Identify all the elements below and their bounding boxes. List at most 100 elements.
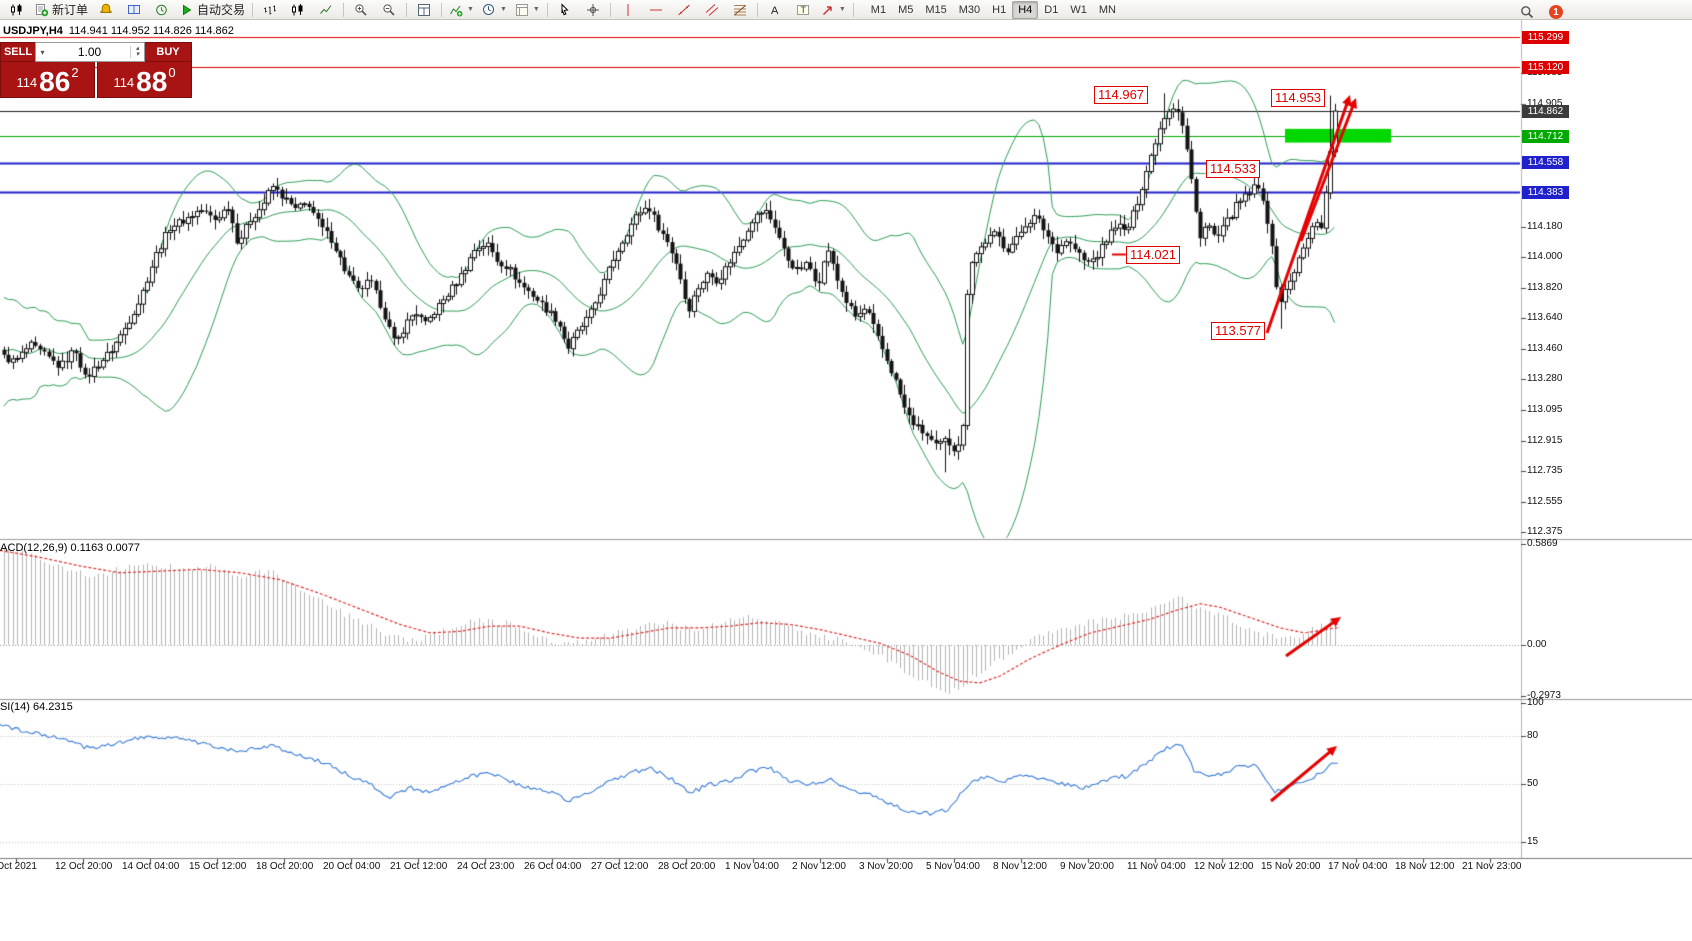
text-label-button[interactable]: T xyxy=(789,0,817,20)
line-chart-icon xyxy=(319,3,333,17)
spinner-up-icon[interactable]: ▴ xyxy=(135,45,140,52)
macd-axis-tick: 0.00 xyxy=(1527,639,1547,651)
spinner-down-icon[interactable]: ▾ xyxy=(135,51,140,58)
templates-button[interactable]: ▼ xyxy=(511,0,544,20)
timeframe-button-mn[interactable]: MN xyxy=(1098,3,1116,16)
price-axis-tick: 114.180 xyxy=(1527,220,1563,232)
arrows-button[interactable]: ▼ xyxy=(817,0,850,20)
price-callout[interactable]: 114.967 xyxy=(1094,86,1149,104)
time-axis-label: 12 Nov 12:00 xyxy=(1194,861,1254,872)
timeframe-button-m15[interactable]: M15 xyxy=(925,3,947,16)
timeframe-button-m1[interactable]: M1 xyxy=(870,3,887,16)
horizontal-line-button[interactable] xyxy=(642,0,670,20)
macd-axis-tick: -0.2973 xyxy=(1527,690,1561,702)
text-button[interactable]: A xyxy=(761,0,789,20)
time-axis-label: 15 Nov 20:00 xyxy=(1261,861,1321,872)
history-center-button[interactable] xyxy=(148,0,176,20)
line-chart-button[interactable] xyxy=(312,0,340,20)
bar-chart-button[interactable] xyxy=(256,0,284,20)
timeframe-button-h1[interactable]: H1 xyxy=(992,3,1007,16)
profiles-button[interactable] xyxy=(92,0,120,20)
new-order-icon xyxy=(35,3,49,17)
price-callout[interactable]: 114.021 xyxy=(1126,246,1181,264)
symbol-period-label: USDJPY,H4 xyxy=(3,25,63,37)
volume-dropdown-icon[interactable]: ▾ xyxy=(40,47,45,57)
toolbar-separator xyxy=(343,2,345,17)
zoom-out-button[interactable] xyxy=(375,0,403,20)
volume-spinner[interactable]: ▴ ▾ xyxy=(130,45,144,58)
time-axis-label: 27 Oct 12:00 xyxy=(591,861,649,872)
timeframe-button-w1[interactable]: W1 xyxy=(1070,3,1087,16)
notification-badge[interactable]: 1 xyxy=(1549,5,1563,19)
price-callout[interactable]: 114.533 xyxy=(1206,160,1261,178)
time-axis-label: 11 Nov 04:00 xyxy=(1127,861,1186,872)
crosshair-icon xyxy=(586,3,600,17)
timeframe-button-d1[interactable]: D1 xyxy=(1044,3,1059,16)
time-axis-label: 1 Nov 04:00 xyxy=(725,861,779,872)
indicators-icon xyxy=(449,3,463,17)
price-axis-tick: 113.820 xyxy=(1527,281,1563,293)
vertical-line-button[interactable] xyxy=(614,0,642,20)
price-axis-tag: 114.862 xyxy=(1522,104,1569,118)
price-axis-tick: 114.905 xyxy=(1527,97,1563,109)
channel-icon xyxy=(705,3,719,17)
rsi-indicator-label: RSI(14) 64.2315 xyxy=(0,701,73,713)
toolbar-right-group: 1 xyxy=(1513,2,1563,22)
candlestick-chart-icon xyxy=(291,3,305,17)
chart-window-icon-icon xyxy=(10,3,24,17)
rsi-axis-tick: 15 xyxy=(1527,835,1539,847)
rsi-axis-tick: 80 xyxy=(1527,729,1539,741)
autotrade-button[interactable]: 自动交易 xyxy=(176,0,249,20)
toolbar-separator xyxy=(546,2,548,17)
chart-window-icon xyxy=(3,0,31,20)
vertical-line-icon xyxy=(621,3,635,17)
tile-windows-button[interactable] xyxy=(410,0,438,20)
text-label-icon: T xyxy=(796,3,810,17)
indicators-button[interactable]: ▼ xyxy=(445,0,478,20)
autotrade-icon xyxy=(180,3,194,17)
cursor-button[interactable] xyxy=(551,0,579,20)
channel-button[interactable] xyxy=(698,0,726,20)
fibonacci-icon xyxy=(733,3,747,17)
autotrade-button-label: 自动交易 xyxy=(197,3,246,17)
buy-button[interactable]: BUY xyxy=(145,42,192,62)
buy-price-pip: 0 xyxy=(168,65,176,80)
trendline-button[interactable] xyxy=(670,0,698,20)
candlestick-chart-button[interactable] xyxy=(284,0,312,20)
one-click-trading-panel: SELL ▾ 1.00 ▴ ▾ BUY 114 86 2 114 88 0 xyxy=(0,42,192,98)
time-axis-label: 9 Nov 20:00 xyxy=(1060,861,1114,872)
timeframe-button-m30[interactable]: M30 xyxy=(958,3,981,16)
time-axis-label: 18 Oct 20:00 xyxy=(256,861,314,872)
toolbar-separator xyxy=(441,2,443,17)
price-axis-tick: 112.915 xyxy=(1527,434,1563,446)
chart-symbol-title: USDJPY,H4 114.941 114.952 114.826 114.862 xyxy=(3,25,234,37)
crosshair-button[interactable] xyxy=(579,0,607,20)
timeframe-button-h4[interactable]: H4 xyxy=(1012,0,1039,19)
timeframe-toolbar: M1 M5 M15 M30 H1 H4 D1 W1 MN xyxy=(865,0,1122,19)
sell-price-button[interactable]: 114 86 2 xyxy=(0,62,95,98)
volume-input[interactable]: ▾ 1.00 ▴ ▾ xyxy=(35,42,145,62)
main-toolbar: 新订单 自动交易 ▼ ▼ ▼ A T ▼ M1 M5 M15 M30 H1 H4 D1 W1 MN 1 xyxy=(0,0,1692,20)
sell-button[interactable]: SELL xyxy=(0,42,35,62)
svg-text:A: A xyxy=(771,5,779,17)
price-callout[interactable]: 114.953 xyxy=(1271,89,1326,107)
zoom-out-icon xyxy=(382,3,396,17)
buy-price-button[interactable]: 114 88 0 xyxy=(97,62,192,98)
toolbar-separator xyxy=(252,2,254,17)
timeframe-button-m5[interactable]: M5 xyxy=(898,3,914,16)
trendline-icon xyxy=(677,3,691,17)
search-button[interactable] xyxy=(1513,2,1541,22)
buy-price-prefix: 114 xyxy=(113,75,135,90)
market-watch-button[interactable] xyxy=(120,0,148,20)
chevron-down-icon: ▼ xyxy=(838,6,846,13)
periods-button[interactable]: ▼ xyxy=(478,0,511,20)
zoom-in-button[interactable] xyxy=(347,0,375,20)
svg-text:T: T xyxy=(800,5,806,15)
bar-chart-icon xyxy=(263,3,277,17)
time-axis-label: 20 Oct 04:00 xyxy=(323,861,381,872)
fibonacci-button[interactable] xyxy=(726,0,754,20)
price-callout[interactable]: 113.577 xyxy=(1211,322,1266,340)
tile-windows-icon xyxy=(417,3,431,17)
new-order-button[interactable]: 新订单 xyxy=(31,0,92,20)
